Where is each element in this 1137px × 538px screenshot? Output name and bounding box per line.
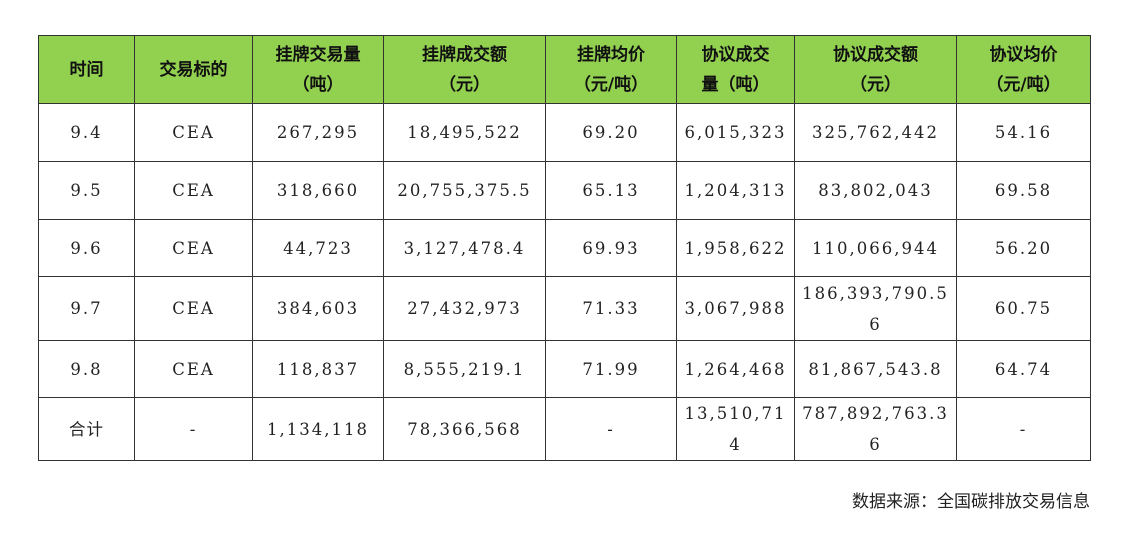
header-row: 时间 交易标的 挂牌交易量 （吨） 挂牌成交额 （元） 挂牌均价 （元/吨） 协议成交… (39, 36, 1091, 104)
cell-listed-avg-price: 71.33 (546, 277, 677, 341)
header-agreement-amount: 协议成交额 （元） (795, 36, 957, 104)
cell-date: 9.6 (39, 220, 135, 277)
cell-listed-avg-price: 69.20 (546, 104, 677, 162)
cell-listed-avg-price: - (546, 398, 677, 461)
cell-listed-avg-price: 69.93 (546, 220, 677, 277)
cell-listed-volume: 1,134,118 (253, 398, 384, 461)
cell-date: 9.7 (39, 277, 135, 341)
cell-listed-volume: 118,837 (253, 341, 384, 398)
cell-listed-amount: 18,495,522 (384, 104, 546, 162)
header-listed-volume: 挂牌交易量 （吨） (253, 36, 384, 104)
table-row: 9.5 CEA 318,660 20,755,375.5 65.13 1,204… (39, 162, 1091, 220)
cell-listed-avg-price: 65.13 (546, 162, 677, 220)
cell-agreement-avg-price: 69.58 (957, 162, 1091, 220)
cell-listed-avg-price: 71.99 (546, 341, 677, 398)
header-product: 交易标的 (135, 36, 253, 104)
header-listed-avg-price: 挂牌均价 （元/吨） (546, 36, 677, 104)
cell-listed-volume: 384,603 (253, 277, 384, 341)
cell-agreement-amount: 81,867,543.8 (795, 341, 957, 398)
cell-agreement-amount: 787,892,763.3 6 (795, 398, 957, 461)
cell-listed-amount: 3,127,478.4 (384, 220, 546, 277)
cell-product: CEA (135, 104, 253, 162)
cell-total-label: 合计 (39, 398, 135, 461)
header-agreement-avg-price: 协议均价 （元/吨） (957, 36, 1091, 104)
cell-product: CEA (135, 220, 253, 277)
header-agreement-volume: 协议成交 量（吨） (677, 36, 795, 104)
table-row: 9.4 CEA 267,295 18,495,522 69.20 6,015,3… (39, 104, 1091, 162)
header-listed-amount: 挂牌成交额 （元） (384, 36, 546, 104)
cell-agreement-avg-price: - (957, 398, 1091, 461)
header-time: 时间 (39, 36, 135, 104)
cell-date: 9.5 (39, 162, 135, 220)
cell-agreement-avg-price: 60.75 (957, 277, 1091, 341)
cell-agreement-amount: 83,802,043 (795, 162, 957, 220)
cell-agreement-avg-price: 64.74 (957, 341, 1091, 398)
cell-product: CEA (135, 277, 253, 341)
cell-listed-amount: 20,755,375.5 (384, 162, 546, 220)
cell-agreement-amount: 186,393,790.5 6 (795, 277, 957, 341)
cell-date: 9.8 (39, 341, 135, 398)
table-row: 9.8 CEA 118,837 8,555,219.1 71.99 1,264,… (39, 341, 1091, 398)
cell-listed-amount: 27,432,973 (384, 277, 546, 341)
cell-agreement-volume: 13,510,71 4 (677, 398, 795, 461)
cell-product: - (135, 398, 253, 461)
cell-agreement-amount: 110,066,944 (795, 220, 957, 277)
cell-agreement-avg-price: 54.16 (957, 104, 1091, 162)
cell-agreement-volume: 6,015,323 (677, 104, 795, 162)
cell-agreement-volume: 1,958,622 (677, 220, 795, 277)
cell-listed-amount: 78,366,568 (384, 398, 546, 461)
cell-agreement-volume: 1,204,313 (677, 162, 795, 220)
cell-agreement-volume: 3,067,988 (677, 277, 795, 341)
cell-listed-volume: 318,660 (253, 162, 384, 220)
cell-listed-volume: 267,295 (253, 104, 384, 162)
data-source-note: 数据来源：全国碳排放交易信息 (852, 487, 1090, 512)
cell-agreement-avg-price: 56.20 (957, 220, 1091, 277)
trading-table: 时间 交易标的 挂牌交易量 （吨） 挂牌成交额 （元） 挂牌均价 （元/吨） 协议成交… (38, 35, 1091, 461)
cell-agreement-amount: 325,762,442 (795, 104, 957, 162)
cell-agreement-volume: 1,264,468 (677, 341, 795, 398)
cell-product: CEA (135, 162, 253, 220)
cell-listed-amount: 8,555,219.1 (384, 341, 546, 398)
total-row: 合计 - 1,134,118 78,366,568 - 13,510,71 4 7… (39, 398, 1091, 461)
cell-listed-volume: 44,723 (253, 220, 384, 277)
table-row: 9.6 CEA 44,723 3,127,478.4 69.93 1,958,6… (39, 220, 1091, 277)
cell-date: 9.4 (39, 104, 135, 162)
cell-product: CEA (135, 341, 253, 398)
table-row: 9.7 CEA 384,603 27,432,973 71.33 3,067,9… (39, 277, 1091, 341)
